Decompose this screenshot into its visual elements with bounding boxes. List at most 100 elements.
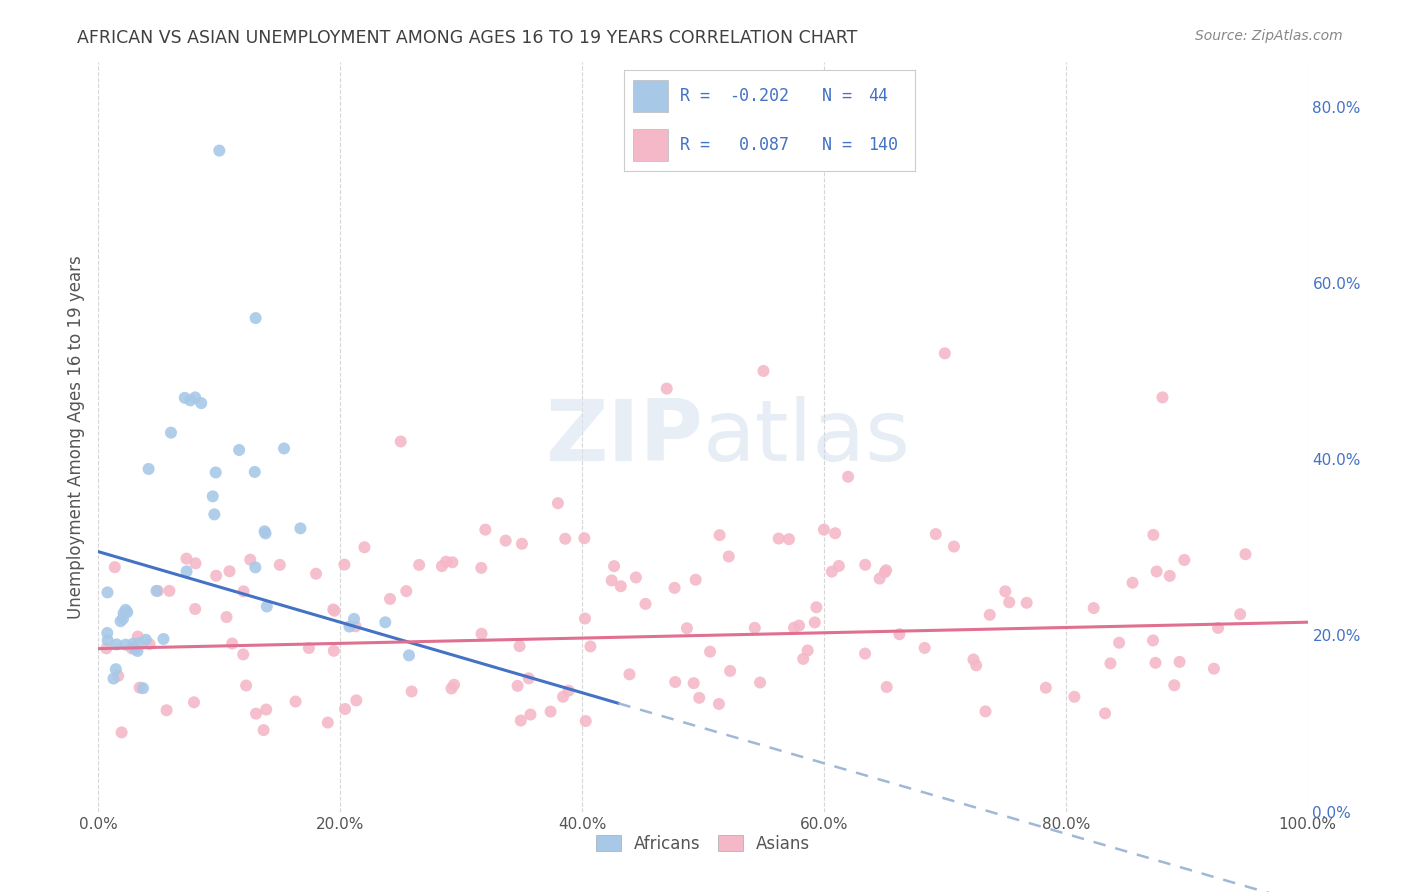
Point [284, 694, 307, 708]
Point [378, 591, 401, 606]
Point [547, 496, 569, 510]
Legend: Africans, Asians: Africans, Asians [589, 829, 817, 860]
Y-axis label: Unemployment Among Ages 16 to 19 years: Unemployment Among Ages 16 to 19 years [66, 255, 84, 619]
Point [942, 540, 965, 554]
Point [1094, 706, 1116, 721]
Point [796, 643, 818, 657]
Point [107, 669, 129, 683]
Point [138, 462, 160, 476]
Point [173, 391, 195, 405]
Point [333, 702, 356, 716]
Point [184, 602, 207, 616]
Point [201, 489, 224, 503]
Point [157, 583, 180, 598]
Point [853, 647, 876, 661]
Point [322, 644, 344, 658]
Point [853, 558, 876, 572]
Point [127, 636, 149, 650]
Point [155, 703, 177, 717]
Point [353, 541, 375, 555]
Point [792, 652, 814, 666]
Point [664, 581, 686, 595]
Point [245, 706, 267, 721]
Point [664, 675, 686, 690]
Point [554, 532, 576, 546]
Point [117, 605, 139, 619]
Point [1168, 655, 1191, 669]
Point [509, 714, 531, 728]
Point [1063, 690, 1085, 704]
Point [221, 636, 243, 650]
Point [934, 346, 956, 360]
Point [1206, 621, 1229, 635]
Point [408, 558, 430, 572]
Point [434, 555, 457, 569]
Point [441, 555, 464, 569]
Point [574, 531, 596, 545]
Point [749, 675, 772, 690]
Point [717, 549, 740, 564]
Point [184, 391, 207, 405]
Point [190, 396, 212, 410]
Point [875, 563, 897, 577]
Point [575, 714, 598, 728]
Point [579, 640, 602, 654]
Point [128, 681, 150, 695]
Point [474, 523, 496, 537]
Point [540, 705, 562, 719]
Point [183, 695, 205, 709]
Point [806, 600, 828, 615]
Point [979, 607, 1001, 622]
Point [783, 621, 806, 635]
Point [232, 584, 254, 599]
Point [1099, 657, 1122, 671]
Point [1159, 569, 1181, 583]
Text: Source: ZipAtlas.com: Source: ZipAtlas.com [1195, 29, 1343, 43]
Point [619, 667, 641, 681]
Point [122, 637, 145, 651]
Point [440, 681, 463, 696]
Point [655, 382, 678, 396]
Point [1083, 601, 1105, 615]
Point [889, 627, 911, 641]
Point [430, 559, 453, 574]
Point [344, 619, 367, 633]
Point [343, 612, 366, 626]
Point [634, 597, 657, 611]
Point [873, 565, 896, 579]
Point [603, 559, 626, 574]
Point [752, 364, 775, 378]
Point [600, 574, 623, 588]
Point [1108, 636, 1130, 650]
Point [305, 566, 328, 581]
Point [298, 640, 321, 655]
Point [965, 658, 987, 673]
Point [245, 311, 267, 326]
Point [146, 583, 169, 598]
Point [316, 715, 339, 730]
Point [914, 640, 936, 655]
Point [215, 610, 238, 624]
Point [574, 611, 596, 625]
Point [1202, 662, 1225, 676]
Point [778, 532, 800, 546]
Point [821, 565, 844, 579]
Text: ZIP: ZIP [546, 395, 703, 479]
Point [135, 632, 157, 647]
Point [205, 568, 228, 582]
Point [256, 599, 278, 614]
Point [253, 524, 276, 539]
Point [1146, 565, 1168, 579]
Point [1035, 681, 1057, 695]
Point [1173, 553, 1195, 567]
Point [828, 558, 851, 573]
Point [744, 621, 766, 635]
Point [517, 671, 540, 685]
Point [876, 680, 898, 694]
Point [104, 662, 127, 676]
Point [218, 564, 240, 578]
Point [676, 621, 699, 635]
Point [323, 604, 346, 618]
Point [252, 723, 274, 737]
Point [374, 615, 396, 630]
